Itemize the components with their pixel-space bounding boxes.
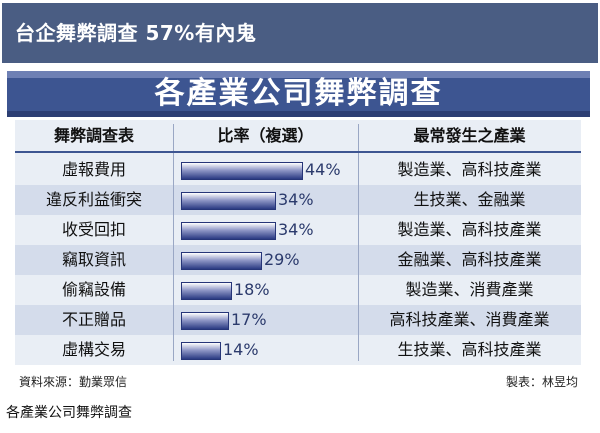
row-label: 竊取資訊 (61, 250, 126, 269)
column-header-category: 舞弊調查表 (53, 126, 134, 145)
rate-bar (181, 252, 262, 270)
row-label: 違反利益衝突 (45, 190, 142, 209)
row-label: 虛報費用 (61, 160, 126, 179)
table-row (15, 245, 581, 275)
column-divider (173, 124, 174, 361)
industry-cell: 金融業、高科技產業 (397, 250, 542, 269)
rate-bar (181, 312, 229, 330)
column-divider (358, 124, 359, 361)
fraud-table: 舞弊調查表 比率（複選） 最常發生之產業 虛報費用 44% 製造業、高科技產業 違反利… (15, 120, 581, 365)
row-label: 偷竊設備 (61, 280, 126, 299)
industry-cell: 高科技產業、消費產業 (389, 310, 550, 329)
rate-value-label: 17% (231, 310, 267, 329)
rate-value-label: 44% (305, 160, 341, 179)
rate-bar (181, 192, 276, 210)
banner-foot (7, 111, 590, 117)
headline: 台企舞弊調查 57%有內鬼 (15, 21, 257, 45)
industry-cell: 製造業、高科技產業 (397, 220, 542, 239)
rate-bar (181, 282, 232, 300)
industry-cell: 生技業、高科技產業 (397, 340, 542, 359)
column-header-rate: 比率（複選） (217, 126, 314, 145)
chart-banner: 各產業公司舞弊調查 (7, 71, 590, 117)
banner-shine (7, 71, 590, 78)
chart-title: 各產業公司舞弊調查 (154, 76, 443, 111)
rate-value-label: 34% (278, 190, 314, 209)
infographic: 各產業公司舞弊調查 舞弊調查表 比率（複選） 最常發生之產業 虛報費用 44% 製造… (7, 71, 590, 391)
table-row (15, 305, 581, 335)
column-header-industry: 最常發生之產業 (413, 126, 526, 145)
rate-bar (181, 342, 221, 360)
header-rule (15, 151, 581, 153)
image-caption: 各產業公司舞弊調查 (6, 405, 132, 421)
rate-value-label: 34% (278, 220, 314, 239)
table-row (15, 185, 581, 215)
rate-value-label: 14% (223, 340, 259, 359)
industry-cell: 製造業、消費產業 (405, 280, 534, 299)
row-label: 不正贈品 (61, 310, 126, 329)
source-note: 資料來源：勤業眾信 (19, 375, 128, 389)
maker-note: 製表：林昱均 (505, 375, 578, 389)
industry-cell: 生技業、金融業 (413, 190, 526, 209)
row-label: 收受回扣 (61, 220, 126, 239)
industry-cell: 製造業、高科技產業 (397, 160, 542, 179)
rate-value-label: 29% (264, 250, 300, 269)
rate-value-label: 18% (234, 280, 270, 299)
rate-bar (181, 222, 276, 240)
headline-bar: 台企舞弊調查 57%有內鬼 (2, 3, 598, 63)
row-label: 虛構交易 (61, 340, 126, 359)
rate-bar (181, 162, 303, 180)
